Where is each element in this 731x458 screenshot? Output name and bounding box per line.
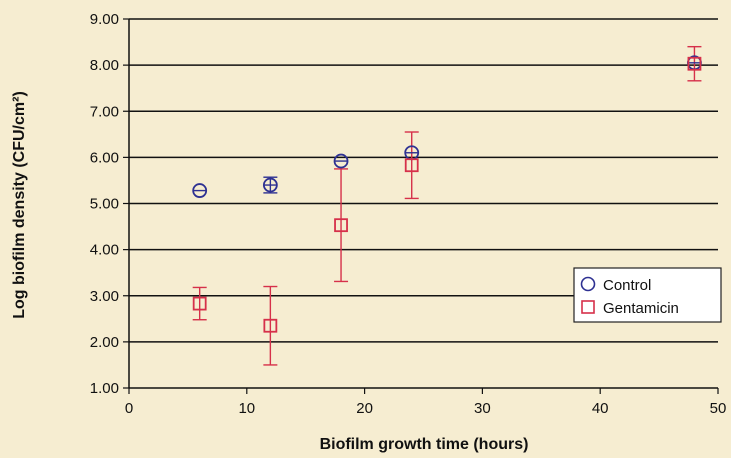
y-tick-label: 3.00 — [90, 288, 119, 305]
legend-label-gentamicin: Gentamicin — [603, 300, 679, 317]
y-tick-label: 9.00 — [90, 11, 119, 28]
y-tick-label: 2.00 — [90, 334, 119, 351]
x-tick-label: 40 — [592, 400, 609, 417]
legend-marker-gentamicin — [581, 300, 595, 314]
x-tick-label: 50 — [710, 400, 727, 417]
x-tick-label: 30 — [474, 400, 491, 417]
legend-box — [573, 267, 722, 323]
gentamicin-point — [404, 158, 419, 173]
gentamicin-point — [687, 56, 702, 71]
y-tick-label: 4.00 — [90, 242, 119, 259]
x-axis-title: Biofilm growth time (hours) — [320, 436, 529, 453]
error-bars — [192, 45, 702, 366]
axes — [123, 18, 719, 394]
x-tick-label: 20 — [356, 400, 373, 417]
y-axis-title: Log biofilm density (CFU/cm²) — [11, 91, 28, 319]
x-tick-labels: 0 10 20 30 40 50 — [125, 400, 727, 417]
control-point — [192, 183, 208, 198]
y-tick-label: 5.00 — [90, 196, 119, 213]
legend-label-control: Control — [603, 277, 651, 294]
gentamicin-point — [263, 318, 278, 333]
x-tick-label: 0 — [125, 400, 133, 417]
y-tick-label: 6.00 — [90, 149, 119, 166]
x-tick-label: 10 — [238, 400, 255, 417]
y-tick-label: 1.00 — [90, 380, 119, 397]
legend: Control Gentamicin — [573, 267, 722, 323]
data-markers — [192, 55, 702, 333]
legend-marker-control — [580, 276, 596, 292]
y-tick-labels: 1.00 2.00 3.00 4.00 5.00 6.00 7.00 8.00 9.00 — [90, 11, 119, 397]
control-point — [262, 177, 278, 193]
gentamicin-point — [192, 296, 207, 311]
y-tick-label: 7.00 — [90, 103, 119, 120]
control-point — [333, 153, 349, 169]
gentamicin-point — [334, 218, 348, 233]
y-tick-label: 8.00 — [90, 57, 119, 74]
gridlines — [129, 18, 718, 343]
